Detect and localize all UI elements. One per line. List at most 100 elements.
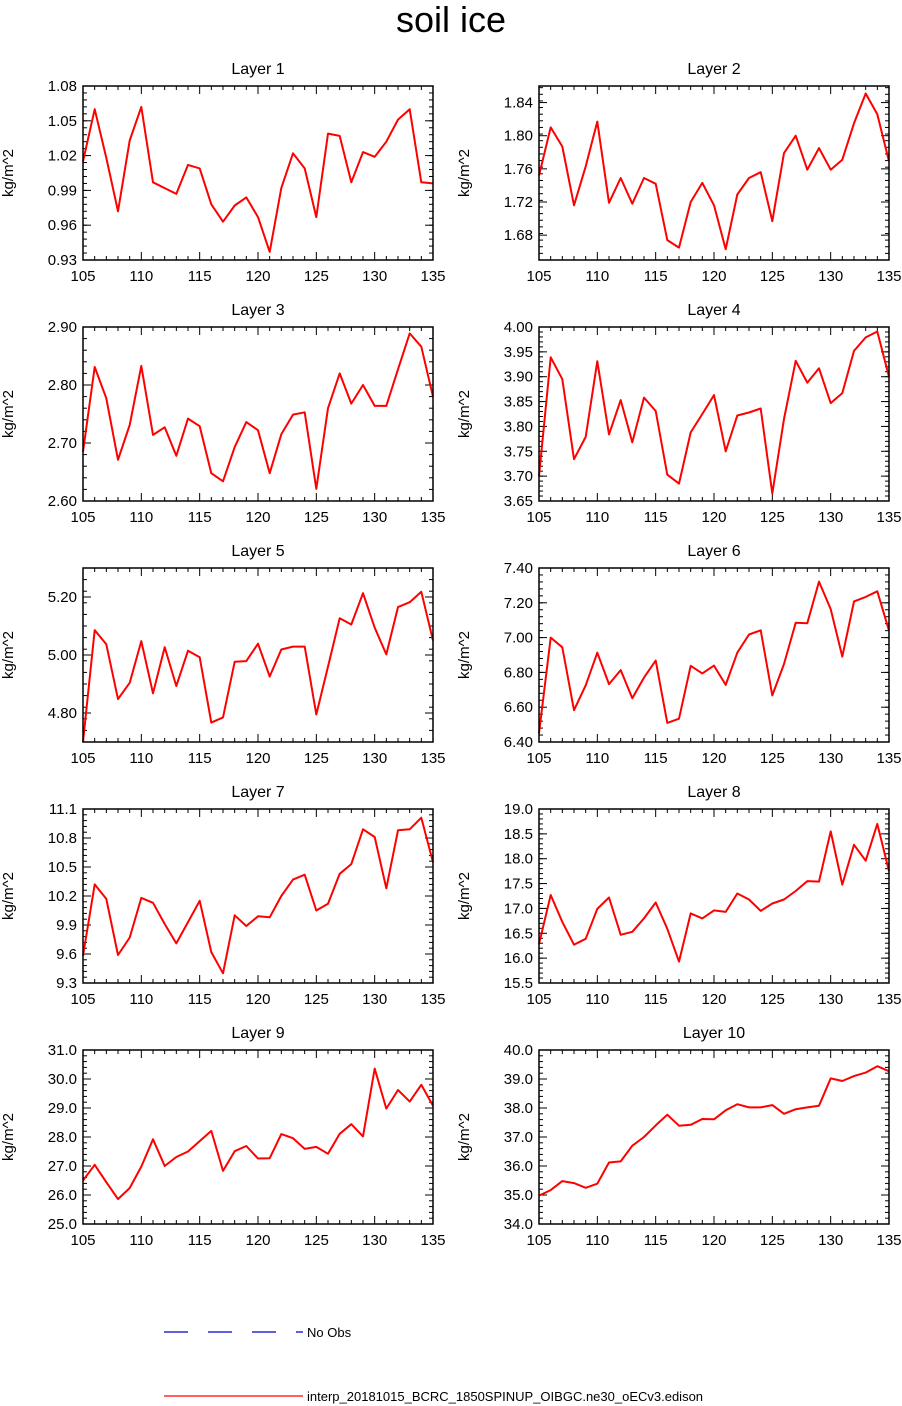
layer-2-xtick-label: 130	[818, 268, 843, 285]
layer-2-ytick-label: 1.68	[504, 227, 533, 244]
layer-7-ylabel: kg/m^2	[0, 872, 17, 920]
layer-4-ytick-label: 3.90	[504, 369, 533, 386]
layer-1-ytick-label: 0.93	[48, 252, 77, 269]
layer-3-ylabel: kg/m^2	[0, 390, 17, 438]
layer-8-xtick-label: 105	[526, 991, 551, 1008]
layer-9-ytick-label: 30.0	[48, 1071, 77, 1088]
layer-8-xtick-label: 130	[818, 991, 843, 1008]
layer-6-ytick-label: 7.20	[504, 595, 533, 612]
layer-8-xtick-label: 115	[644, 991, 668, 1008]
layer-3-title: Layer 3	[231, 302, 284, 319]
layer-1-xtick-label: 105	[70, 268, 95, 285]
layer-8-ytick-label: 16.0	[504, 950, 533, 967]
layer-10-ytick-label: 39.0	[504, 1071, 533, 1088]
layer-9-title: Layer 9	[231, 1025, 284, 1042]
layer-3-ytick-label: 2.80	[48, 377, 77, 394]
layer-5-ytick-label: 4.80	[48, 705, 77, 722]
layer-10-ytick-label: 34.0	[504, 1216, 533, 1233]
layer-3-ytick-label: 2.60	[48, 493, 77, 510]
layer-8-ytick-label: 18.0	[504, 851, 533, 868]
layer-6-ylabel: kg/m^2	[456, 631, 473, 679]
layer-1-ylabel: kg/m^2	[0, 149, 17, 197]
layer-1-title: Layer 1	[231, 61, 284, 78]
layer-5-xtick-label: 115	[188, 750, 212, 767]
layer-7-xtick-label: 125	[304, 991, 329, 1008]
layer-4-plot-frame	[538, 326, 890, 502]
layer-4-ytick-label: 3.75	[504, 443, 533, 460]
layer-9-xtick-label: 105	[70, 1232, 95, 1249]
layer-4-ytick-label: 3.70	[504, 468, 533, 485]
layer-3-xtick-label: 120	[245, 509, 270, 526]
layer-8-ytick-label: 17.5	[504, 876, 533, 893]
layer-9-ytick-label: 26.0	[48, 1187, 77, 1204]
layer-3-plot-frame	[82, 326, 434, 502]
layer-6-xtick-label: 125	[760, 750, 785, 767]
layer-5-xtick-label: 125	[304, 750, 329, 767]
layer-7-xtick-label: 135	[420, 991, 445, 1008]
layer-8-xtick-label: 110	[585, 991, 609, 1008]
layer-9-ytick-label: 27.0	[48, 1158, 77, 1175]
layer-1-xtick-label: 110	[129, 268, 153, 285]
layer-1-xtick-label: 135	[420, 268, 445, 285]
layer-1-ytick-label: 1.08	[48, 78, 77, 95]
layer-5-xtick-label: 130	[362, 750, 387, 767]
layer-1-series-line	[82, 105, 434, 253]
layer-5-xtick-label: 105	[70, 750, 95, 767]
layer-10-plot-frame	[538, 1049, 890, 1225]
layer-7-ytick-label: 9.9	[56, 917, 77, 934]
layer-6-xtick-label: 115	[644, 750, 668, 767]
layer-2-title: Layer 2	[687, 61, 740, 78]
layer-6-xtick-label: 130	[818, 750, 843, 767]
layer-9-plot-frame	[82, 1049, 434, 1225]
layer-5-ytick-label: 5.20	[48, 589, 77, 606]
layer-4-ytick-label: 3.65	[504, 493, 533, 510]
layer-2-ylabel: kg/m^2	[456, 149, 473, 197]
layer-10-ylabel: kg/m^2	[456, 1113, 473, 1161]
layer-2-plot-frame	[538, 85, 890, 261]
layer-7-title: Layer 7	[231, 784, 284, 801]
layer-9-ylabel: kg/m^2	[0, 1113, 17, 1161]
layer-4-xtick-label: 125	[760, 509, 785, 526]
layer-9-xtick-label: 115	[188, 1232, 212, 1249]
layer-2-ytick-label: 1.80	[504, 128, 533, 145]
layer-8-title: Layer 8	[687, 784, 740, 801]
layer-7-ytick-label: 10.5	[48, 859, 77, 876]
layer-8-ytick-label: 19.0	[504, 801, 533, 818]
layer-9-ytick-label: 28.0	[48, 1129, 77, 1146]
layer-2-xtick-label: 125	[760, 268, 785, 285]
layer-6-xtick-label: 135	[876, 750, 901, 767]
layer-6-xtick-label: 105	[526, 750, 551, 767]
layer-6-title: Layer 6	[687, 543, 740, 560]
layer-4-xtick-label: 120	[701, 509, 726, 526]
layer-3-series-line	[82, 332, 434, 490]
layer-1-ytick-label: 1.05	[48, 113, 77, 130]
layer-6-ytick-label: 7.40	[504, 560, 533, 577]
layer-7-ytick-label: 10.8	[48, 830, 77, 847]
layer-5-series-line	[82, 590, 434, 743]
layer-10-ytick-label: 38.0	[504, 1100, 533, 1117]
layer-8-xtick-label: 120	[701, 991, 726, 1008]
layer-10-xtick-label: 125	[760, 1232, 785, 1249]
layer-7-xtick-label: 130	[362, 991, 387, 1008]
layer-2-xtick-label: 105	[526, 268, 551, 285]
layer-6-ytick-label: 7.00	[504, 630, 533, 647]
layer-4-ytick-label: 4.00	[504, 319, 533, 336]
layer-1-ytick-label: 1.02	[48, 148, 77, 165]
layer-1-xtick-label: 130	[362, 268, 387, 285]
legend-label-no-obs: No Obs	[307, 1325, 352, 1340]
layer-9-xtick-label: 135	[420, 1232, 445, 1249]
layer-10-ytick-label: 40.0	[504, 1042, 533, 1059]
layer-5-ytick-label: 5.00	[48, 647, 77, 664]
layer-7-series-line	[82, 816, 434, 975]
layer-10-xtick-label: 110	[585, 1232, 609, 1249]
layer-6-ytick-label: 6.60	[504, 699, 533, 716]
layer-7-ytick-label: 9.6	[56, 946, 77, 963]
layer-1-xtick-label: 125	[304, 268, 329, 285]
layer-10-ytick-label: 36.0	[504, 1158, 533, 1175]
layer-9-xtick-label: 110	[129, 1232, 153, 1249]
layer-2-xtick-label: 120	[701, 268, 726, 285]
layer-4-ytick-label: 3.85	[504, 394, 533, 411]
layer-3-xtick-label: 130	[362, 509, 387, 526]
layer-10-xtick-label: 130	[818, 1232, 843, 1249]
